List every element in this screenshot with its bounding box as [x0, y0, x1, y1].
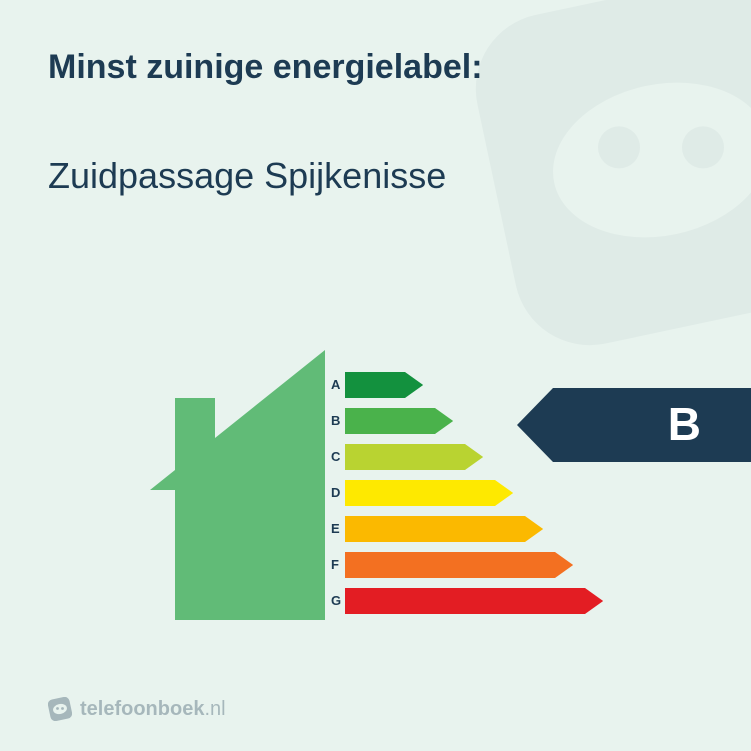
- footer-brand-name: telefoonboek: [80, 698, 204, 720]
- energy-letters-column: A B C D E F G: [325, 372, 345, 622]
- footer-text: telefoonboek.nl: [80, 698, 226, 721]
- letter-f: F: [331, 557, 339, 572]
- energy-bar-e: [345, 516, 543, 542]
- background-watermark: [451, 0, 751, 370]
- energy-bar-g: [345, 588, 603, 614]
- location-name: Zuidpassage Spijkenisse: [48, 155, 446, 197]
- phonebook-icon: [48, 697, 72, 721]
- letter-d: D: [331, 485, 340, 500]
- energy-bar-f: [345, 552, 573, 578]
- energy-bar-a: [345, 372, 423, 398]
- energy-bar-d: [345, 480, 513, 506]
- letter-e: E: [331, 521, 340, 536]
- page-title: Minst zuinige energielabel:: [48, 48, 483, 87]
- energy-label-graphic: A B C D E F G: [150, 350, 580, 640]
- rating-value: B: [668, 397, 701, 451]
- letter-g: G: [331, 593, 341, 608]
- letter-b: B: [331, 413, 340, 428]
- letter-a: A: [331, 377, 340, 392]
- rating-badge: B: [517, 388, 751, 462]
- letter-c: C: [331, 449, 340, 464]
- footer-brand: telefoonboek.nl: [48, 697, 226, 721]
- footer-tld: .nl: [204, 698, 225, 720]
- energy-bar-b: [345, 408, 453, 434]
- house-icon: [150, 350, 325, 640]
- energy-bar-c: [345, 444, 483, 470]
